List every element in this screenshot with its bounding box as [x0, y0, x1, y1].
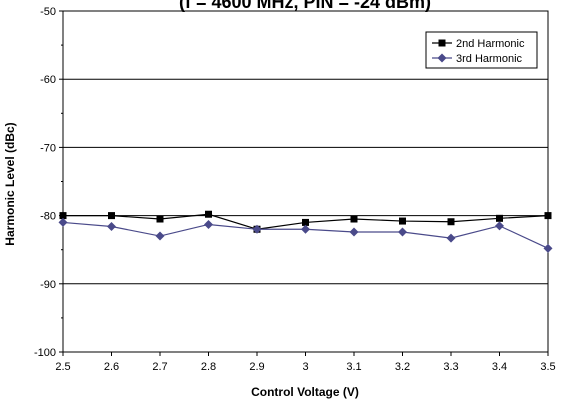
- data-point: [155, 231, 165, 241]
- grid-layer: [63, 78, 548, 285]
- x-tick-label: 3.2: [395, 361, 410, 373]
- data-point: [543, 243, 553, 253]
- x-tick-label: 2.5: [55, 361, 70, 373]
- legend-marker: [437, 53, 447, 63]
- x-tick-label: 2.7: [152, 361, 167, 373]
- y-tick-label: -70: [40, 142, 56, 154]
- data-point: [398, 227, 407, 237]
- legend: 2nd Harmonic 3rd Harmonic: [425, 31, 538, 69]
- x-tick-label: 2.6: [104, 361, 119, 373]
- x-tick-label: 2.8: [201, 361, 216, 373]
- y-tick-label: -60: [40, 74, 56, 86]
- x-tick-label: 3: [302, 361, 308, 373]
- data-point: [302, 218, 309, 226]
- data-point: [205, 210, 212, 218]
- x-tick-label: 2.9: [249, 361, 264, 373]
- data-point: [301, 224, 310, 234]
- data-point: [447, 218, 455, 226]
- data-point: [59, 212, 67, 220]
- data-point: [496, 214, 503, 222]
- data-point: [204, 219, 213, 229]
- x-axis-label: Control Voltage (V): [251, 385, 359, 399]
- ticks-layer: -100 -90 -80 -70 -60 -50 2.5 2.6 2.7 2.8 2.9 3 3.1 3.…: [34, 6, 556, 373]
- chart-title: (f = 4600 MHz, PIN = -24 dBm): [179, 0, 431, 12]
- series-layer: [58, 210, 553, 253]
- data-point: [108, 212, 115, 220]
- data-point: [446, 233, 456, 243]
- data-point: [349, 227, 359, 237]
- legend-box: [425, 31, 538, 69]
- y-tick-label: -50: [40, 6, 56, 18]
- data-point: [156, 215, 164, 223]
- x-tick-label: 3.5: [540, 361, 555, 373]
- y-tick-label: -80: [40, 211, 56, 223]
- y-axis-label: Harmonic Level (dBc): [3, 122, 17, 245]
- y-tick-label: -100: [34, 347, 56, 359]
- data-point: [350, 215, 358, 223]
- legend-entry: 2nd Harmonic: [456, 38, 525, 50]
- data-point: [495, 221, 504, 231]
- x-tick-label: 3.4: [492, 361, 507, 373]
- series-2: [58, 217, 553, 253]
- x-tick-label: 3.1: [346, 361, 361, 373]
- data-point: [252, 224, 262, 234]
- data-point: [544, 212, 552, 220]
- y-tick-label: -90: [40, 279, 56, 291]
- data-point: [399, 217, 406, 225]
- data-point: [58, 217, 68, 227]
- legend-entry: 3rd Harmonic: [456, 53, 523, 65]
- legend-marker: [438, 39, 446, 47]
- data-point: [107, 222, 116, 232]
- x-tick-label: 3.3: [443, 361, 458, 373]
